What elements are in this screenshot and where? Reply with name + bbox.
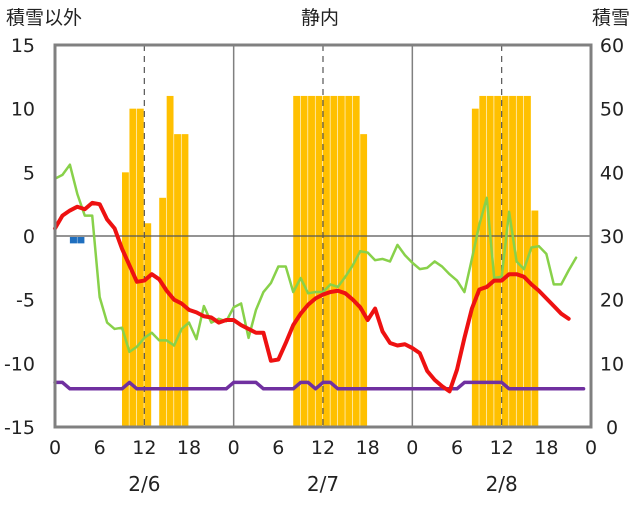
x-tick-label: 6 (272, 437, 284, 459)
snow-bar (159, 197, 167, 427)
x-tick-label: 12 (490, 437, 514, 459)
left-axis-label: 積雪以外 (6, 7, 82, 29)
left-tick-label: 15 (11, 35, 35, 57)
x-tick-label: 12 (311, 437, 335, 459)
left-tick-label: -15 (4, 417, 35, 439)
right-tick-label: 40 (600, 162, 624, 184)
snow-bar (509, 95, 516, 427)
purple-series-line (53, 380, 586, 391)
x-tick-label: 12 (132, 437, 156, 459)
snow-bar (181, 134, 189, 427)
right-axis-label: 積雪 (592, 7, 630, 29)
x-tick-label: 6 (451, 437, 463, 459)
chart-title: 静内 (301, 7, 339, 29)
snow-bar (516, 95, 524, 427)
precip-bar (69, 237, 77, 244)
right-tick-label: 60 (600, 35, 624, 57)
right-tick-label: 20 (600, 290, 624, 312)
snow-bar (494, 95, 502, 427)
snow-bar (330, 95, 338, 427)
snow-bar (293, 95, 301, 427)
snow-bar (166, 95, 174, 427)
snow-bar (315, 95, 323, 427)
x-tick-label: 18 (534, 437, 558, 459)
date-label: 2/6 (128, 472, 160, 496)
left-tick-label: -10 (4, 353, 35, 375)
snow-bar (136, 108, 144, 428)
left-tick-label: -5 (16, 290, 35, 312)
snow-bar (486, 95, 494, 427)
x-tick-label: 0 (406, 437, 418, 459)
snow-bar (531, 210, 539, 427)
x-tick-label: 18 (177, 437, 201, 459)
precip-bar (77, 237, 85, 244)
snow-bar (337, 95, 345, 427)
left-tick-label: 10 (11, 99, 35, 121)
x-tick-label: 18 (356, 437, 380, 459)
x-tick-label: 0 (228, 437, 240, 459)
snow-bar (360, 134, 368, 427)
x-tick-label: 0 (585, 437, 597, 459)
snow-bar (479, 95, 487, 427)
snow-bar (174, 134, 181, 427)
date-label: 2/7 (307, 472, 339, 496)
right-tick-label: 30 (600, 226, 624, 248)
date-label: 2/8 (486, 472, 518, 496)
right-tick-label: 10 (600, 353, 624, 375)
snow-bar (323, 95, 330, 427)
snow-bar (471, 108, 479, 428)
x-tick-label: 6 (94, 437, 106, 459)
snow-bar (501, 95, 509, 427)
plot-frame (53, 43, 593, 429)
x-tick-label: 0 (49, 437, 61, 459)
temperature-series-line (53, 200, 571, 394)
snow-bar (122, 172, 129, 427)
snow-bar (144, 223, 152, 427)
left-tick-label: 0 (23, 226, 35, 248)
right-tick-label: 50 (600, 99, 624, 121)
snow-bar (300, 95, 308, 427)
snow-bar (308, 95, 315, 427)
dewpoint-series-line (53, 163, 578, 354)
right-tick-label: 0 (606, 417, 618, 439)
snow-bar (345, 95, 353, 427)
snow-bar (129, 108, 137, 428)
left-tick-label: 5 (23, 162, 35, 184)
